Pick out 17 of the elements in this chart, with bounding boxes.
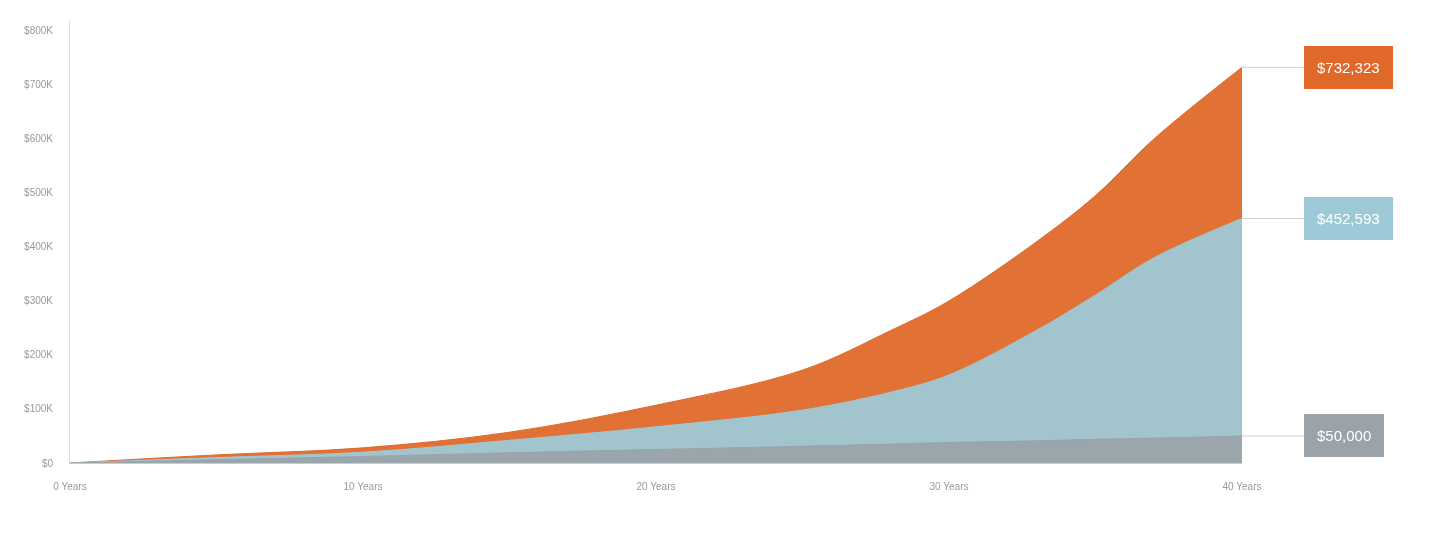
y-tick-label: $0 xyxy=(41,457,54,469)
data-label: $452,593 xyxy=(1317,210,1380,227)
x-tick-label: 30 Years xyxy=(929,481,969,492)
x-tick-label: 0 Years xyxy=(53,481,87,492)
x-tick-label: 40 Years xyxy=(1222,481,1262,492)
y-tick-label: $800K xyxy=(24,25,54,37)
y-tick-label: $200K xyxy=(24,349,54,361)
x-tick-label: 10 Years xyxy=(343,481,383,492)
data-label: $50,000 xyxy=(1317,427,1372,444)
y-tick-label: $500K xyxy=(24,187,54,199)
data-label: $732,323 xyxy=(1317,59,1380,76)
y-tick-label: $400K xyxy=(24,241,54,253)
y-tick-label: $600K xyxy=(24,133,54,145)
y-tick-label: $100K xyxy=(24,403,54,415)
y-tick-label: $300K xyxy=(24,295,54,307)
y-tick-label: $700K xyxy=(24,79,54,91)
x-tick-label: 20 Years xyxy=(636,481,676,492)
